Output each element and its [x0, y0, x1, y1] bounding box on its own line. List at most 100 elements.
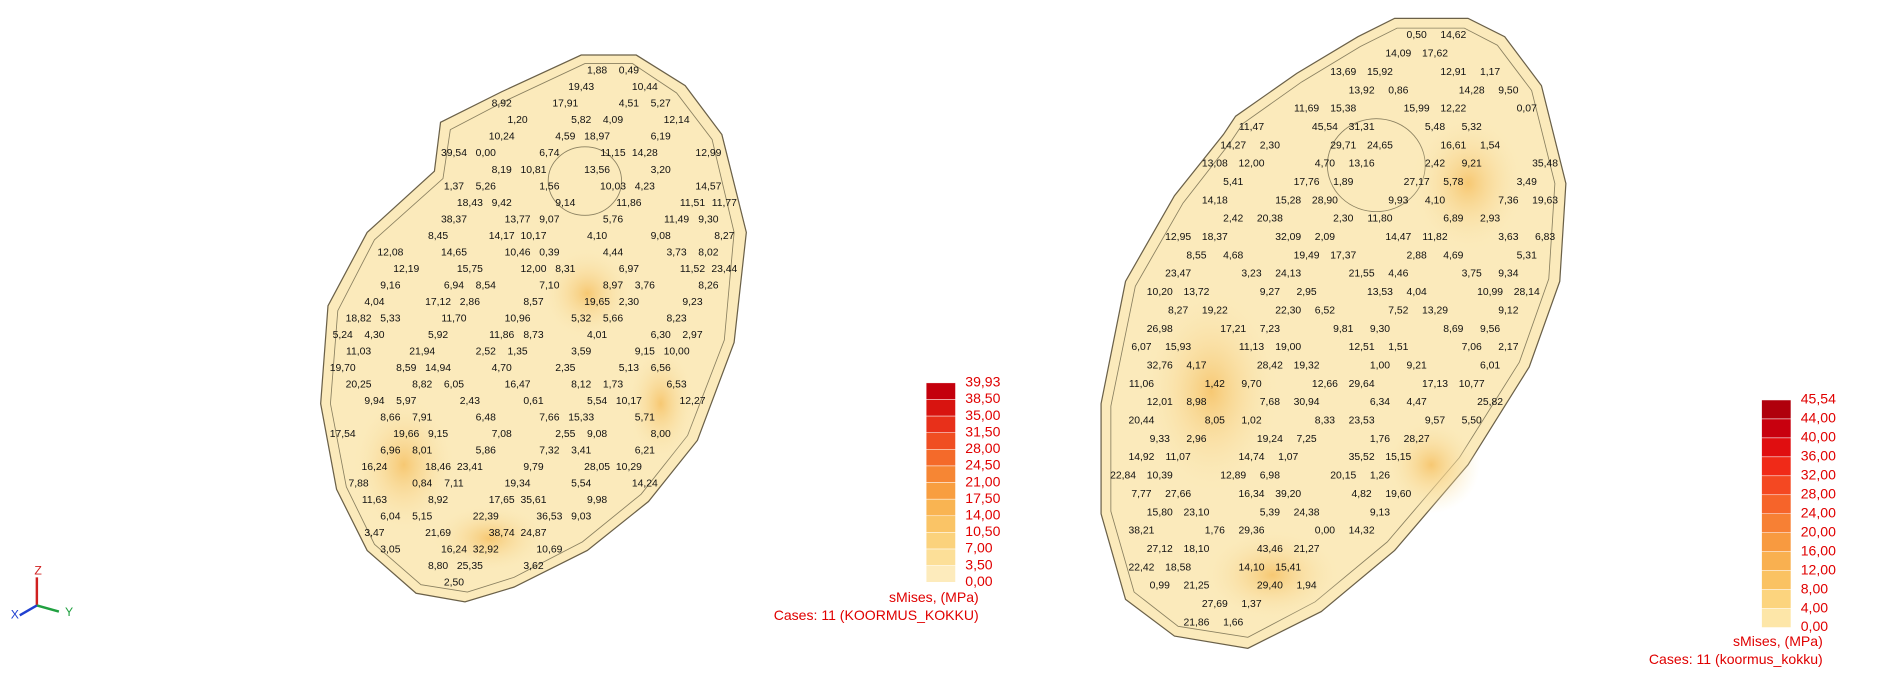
legend-swatch — [925, 432, 956, 450]
stress-label: 2,30 — [619, 297, 639, 308]
stress-label: 8,05 — [1205, 416, 1225, 427]
stress-label: 7,52 — [1388, 305, 1408, 316]
legend-swatch — [1761, 399, 1792, 420]
legend-tick: 14,00 — [965, 507, 1000, 523]
stress-label: 16,24 — [361, 462, 387, 473]
stress-label: 6,48 — [476, 412, 496, 423]
legend-tick: 21,00 — [965, 473, 1000, 489]
stress-label: 5,54 — [587, 396, 607, 407]
stress-label: 15,93 — [1165, 342, 1191, 353]
stress-label: 2,97 — [682, 330, 702, 341]
stress-label: 3,49 — [1517, 177, 1537, 188]
legend-quantity: sMises, (MPa) — [889, 589, 979, 605]
stress-label: 45,54 — [1312, 122, 1338, 133]
stress-label: 5,27 — [651, 99, 671, 110]
stress-label: 8,23 — [667, 313, 687, 324]
stress-label: 16,24 — [441, 545, 467, 556]
stress-label: 24,13 — [1275, 269, 1301, 280]
stress-label: 8,01 — [412, 446, 432, 457]
x-axis — [19, 604, 38, 617]
legend-swatch — [1761, 437, 1792, 458]
legend-swatch — [1761, 532, 1792, 552]
stress-label: 9,81 — [1333, 324, 1353, 335]
stress-label: 18,58 — [1165, 562, 1191, 573]
legend-swatch — [1761, 456, 1792, 477]
stress-label: 19,43 — [568, 82, 594, 93]
stress-label: 5,97 — [396, 396, 416, 407]
stress-label: 9,08 — [651, 231, 671, 242]
stress-label: 1,26 — [1370, 471, 1390, 482]
stress-label: 12,95 — [1165, 232, 1191, 243]
stress-label: 19,24 — [1257, 434, 1283, 445]
stress-label: 11,47 — [1239, 122, 1264, 133]
stress-label: 8,59 — [396, 363, 416, 374]
stress-label: 11,80 — [1367, 214, 1392, 225]
stress-label: 14,18 — [1202, 195, 1228, 206]
stress-label: 4,09 — [603, 115, 623, 126]
stress-label: 22,84 — [1110, 471, 1136, 482]
stress-label: 9,30 — [1370, 324, 1390, 335]
stress-label: 2,93 — [1480, 214, 1500, 225]
stress-label: 12,22 — [1440, 104, 1466, 115]
stress-label: 27,69 — [1202, 599, 1228, 610]
stress-label: 27,12 — [1147, 544, 1173, 555]
stress-label: 35,61 — [521, 495, 547, 506]
stress-label: 3,41 — [571, 446, 591, 457]
stress-label: 5,86 — [476, 446, 496, 457]
legend-tick: 31,50 — [965, 423, 1000, 439]
stress-label: 1,00 — [1370, 360, 1390, 371]
stress-label: 6,52 — [1315, 305, 1335, 316]
stress-label: 18,10 — [1183, 544, 1209, 555]
stress-label: 23,41 — [457, 462, 483, 473]
stress-label: 15,33 — [568, 412, 594, 423]
stress-label: 8,57 — [523, 297, 543, 308]
stress-label: 5,71 — [635, 412, 655, 423]
stress-label: 7,08 — [492, 429, 512, 440]
legend-swatch — [1761, 589, 1792, 609]
legend-tick: 24,50 — [965, 457, 1000, 473]
stress-label: 10,00 — [664, 346, 690, 357]
stress-label: 28,27 — [1404, 434, 1430, 445]
stress-label: 4,69 — [1443, 250, 1463, 261]
z-label: Z — [34, 563, 42, 577]
stress-label: 9,03 — [571, 512, 591, 523]
legend-tick: 28,00 — [965, 440, 1000, 456]
stress-label: 12,99 — [695, 148, 721, 159]
stress-label: 5,13 — [619, 363, 639, 374]
stress-label: 6,04 — [380, 512, 400, 523]
legend-swatch — [925, 449, 956, 467]
x-label: X — [11, 608, 19, 622]
stress-label: 32,09 — [1275, 232, 1301, 243]
legend-swatch — [925, 548, 956, 566]
stress-label: 6,19 — [651, 132, 671, 143]
stress-label: 31,31 — [1349, 122, 1375, 133]
stress-label: 9,08 — [587, 429, 607, 440]
stress-label: 13,16 — [1349, 159, 1375, 170]
stress-label: 2,43 — [460, 396, 480, 407]
stress-label: 12,51 — [1349, 342, 1375, 353]
stress-label: 19,32 — [1294, 360, 1320, 371]
stress-label: 4,70 — [1315, 159, 1335, 170]
stress-label: 9,15 — [428, 429, 448, 440]
stress-label: 15,28 — [1275, 195, 1301, 206]
stress-label: 8,97 — [603, 280, 623, 291]
legend-tick: 7,00 — [965, 540, 993, 556]
stress-label: 22,42 — [1128, 562, 1154, 573]
stress-label: 9,23 — [682, 297, 702, 308]
stress-label: 17,21 — [1220, 324, 1246, 335]
stress-label: 5,48 — [1425, 122, 1445, 133]
stress-label: 10,29 — [616, 462, 642, 473]
hot-spot — [1137, 281, 1285, 502]
stress-label: 1,89 — [1333, 177, 1353, 188]
stress-label: 14,74 — [1239, 452, 1265, 463]
stress-label: 39,20 — [1275, 489, 1301, 500]
stress-label: 1,73 — [603, 379, 623, 390]
stress-label: 4,70 — [492, 363, 512, 374]
legend-quantity: sMises, (MPa) — [1733, 633, 1823, 649]
stress-label: 14,28 — [632, 148, 658, 159]
stress-label: 10,99 — [1477, 287, 1503, 298]
stress-label: 5,76 — [603, 214, 623, 225]
stress-label: 2,88 — [1407, 250, 1427, 261]
legend-tick: 12,00 — [1801, 561, 1836, 577]
stress-label: 17,91 — [552, 99, 578, 110]
